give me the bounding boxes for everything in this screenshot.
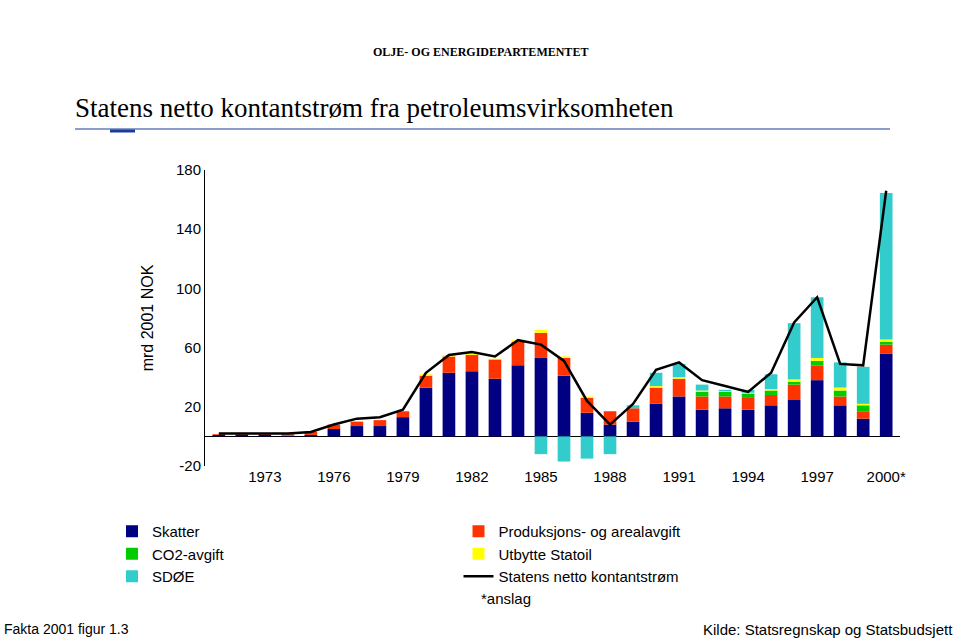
svg-text:20: 20 [184, 398, 201, 415]
svg-text:OLJE- OG ENERGIDEPARTEMENTET: OLJE- OG ENERGIDEPARTEMENTET [373, 45, 588, 59]
svg-text:mrd 2001 NOK: mrd 2001 NOK [139, 264, 156, 371]
svg-text:1994: 1994 [731, 468, 764, 485]
svg-text:180: 180 [176, 161, 201, 178]
svg-text:-20: -20 [179, 457, 201, 474]
svg-text:60: 60 [184, 339, 201, 356]
svg-text:100: 100 [176, 280, 201, 297]
svg-text:Statens netto kontantstrøm fra: Statens netto kontantstrøm fra petroleum… [75, 93, 674, 123]
svg-text:1973: 1973 [248, 468, 281, 485]
svg-text:Utbytte Statoil: Utbytte Statoil [499, 546, 592, 563]
svg-text:Skatter: Skatter [152, 523, 200, 540]
svg-text:1976: 1976 [317, 468, 350, 485]
svg-text:140: 140 [176, 220, 201, 237]
svg-text:1997: 1997 [800, 468, 833, 485]
svg-text:1982: 1982 [455, 468, 488, 485]
svg-text:1988: 1988 [593, 468, 626, 485]
svg-text:1979: 1979 [386, 468, 419, 485]
svg-text:CO2-avgift: CO2-avgift [152, 546, 225, 563]
svg-text:*anslag: *anslag [481, 590, 531, 607]
svg-text:Produksjons- og arealavgift: Produksjons- og arealavgift [499, 523, 682, 540]
svg-text:Fakta 2001 figur 1.3: Fakta 2001 figur 1.3 [4, 621, 129, 637]
svg-text:Kilde: Statsregnskap og Statsb: Kilde: Statsregnskap og Statsbudsjett [703, 621, 953, 638]
svg-text:SDØE: SDØE [152, 568, 195, 585]
svg-text:Statens netto kontantstrøm: Statens netto kontantstrøm [499, 568, 679, 585]
svg-text:2000*: 2000* [867, 468, 906, 485]
svg-text:1985: 1985 [524, 468, 557, 485]
svg-text:1991: 1991 [662, 468, 695, 485]
